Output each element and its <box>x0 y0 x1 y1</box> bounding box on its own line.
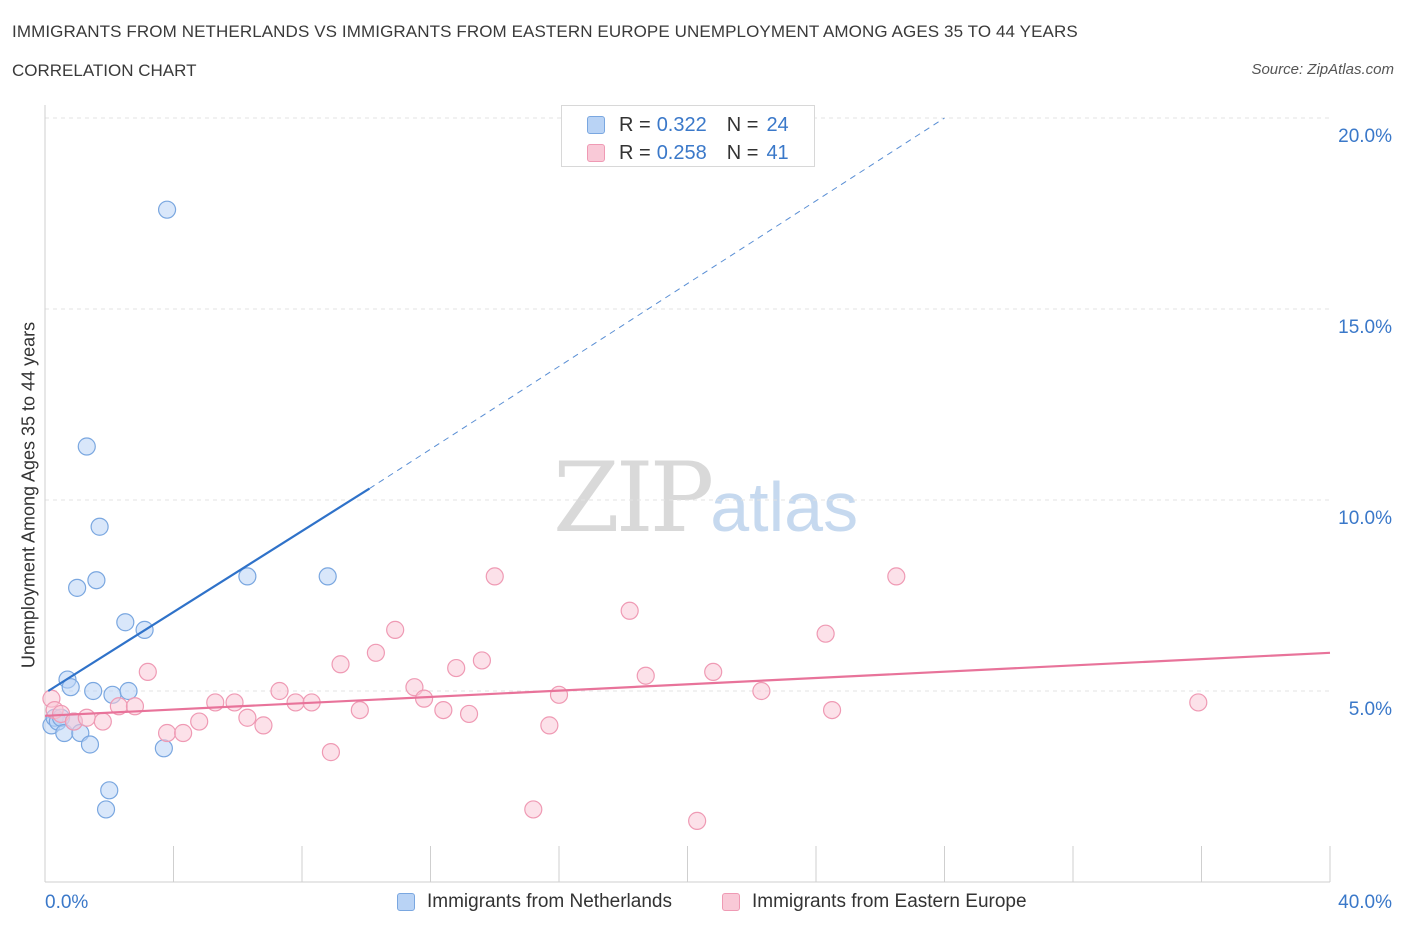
data-point-netherlands <box>84 681 103 701</box>
legend-n-value: 41 <box>766 141 789 164</box>
data-point-eastern-europe <box>225 693 244 712</box>
data-point-eastern-europe <box>816 624 835 643</box>
chart-subtitle: CORRELATION CHART <box>12 61 197 80</box>
y-axis-label: Unemployment Among Ages 35 to 44 years <box>18 321 39 669</box>
watermark-atlas: atlas <box>710 468 859 546</box>
y-tick-label: 10.0% <box>1338 508 1392 529</box>
data-point-eastern-europe <box>447 658 466 678</box>
legend-r-value: 0.258 <box>656 141 707 164</box>
data-point-eastern-europe <box>887 567 906 586</box>
data-point-eastern-europe <box>331 655 350 674</box>
data-point-netherlands <box>61 678 80 697</box>
watermark-zip: ZIP <box>553 442 714 554</box>
data-point-eastern-europe <box>472 651 491 670</box>
x-tick-label: 40.0% <box>1338 892 1392 913</box>
data-point-eastern-europe <box>350 700 369 720</box>
data-point-eastern-europe <box>270 681 289 701</box>
trend-line-netherlands <box>47 487 371 692</box>
source-credit: Source: ZipAtlas.com <box>1251 61 1394 78</box>
legend-item-eastern-europe: Immigrants from Eastern Europe <box>722 891 1027 913</box>
data-point-eastern-europe <box>414 689 434 708</box>
data-point-netherlands <box>100 781 119 800</box>
data-point-eastern-europe <box>620 601 639 620</box>
data-point-eastern-europe <box>321 743 341 762</box>
correlation-legend: R = 0.322 N = 24 R = 0.258 N = 41 <box>561 105 815 167</box>
legend-label-eastern-europe: Immigrants from Eastern Europe <box>752 891 1027 912</box>
legend-swatch-eastern-europe <box>587 144 605 162</box>
data-point-eastern-europe <box>77 708 96 727</box>
data-point-eastern-europe <box>752 681 771 701</box>
y-tick-label: 20.0% <box>1338 126 1392 147</box>
data-point-eastern-europe <box>524 800 543 819</box>
data-point-eastern-europe <box>138 662 157 682</box>
x-tick-label: 0.0% <box>45 892 88 913</box>
data-point-eastern-europe <box>93 712 112 731</box>
data-point-netherlands <box>119 681 138 701</box>
data-point-netherlands <box>87 571 106 590</box>
legend-swatch-netherlands <box>587 116 605 134</box>
legend-row-eastern-europe: R = 0.258 N = 41 <box>587 141 789 165</box>
legend-swatch-eastern-europe <box>722 893 740 911</box>
data-point-netherlands <box>96 800 116 819</box>
legend-n-label: N = <box>726 141 759 164</box>
legend-r-label: R = <box>619 141 651 164</box>
trend-line-eastern-europe <box>44 651 1331 717</box>
data-point-eastern-europe <box>157 723 177 743</box>
data-point-eastern-europe <box>549 685 569 704</box>
chart-title: IMMIGRANTS FROM NETHERLANDS VS IMMIGRANT… <box>12 22 1078 41</box>
data-point-eastern-europe <box>386 620 405 639</box>
data-point-eastern-europe <box>1189 693 1208 712</box>
y-tick-label: 5.0% <box>1349 699 1392 720</box>
data-point-eastern-europe <box>822 700 842 720</box>
series-legend: Immigrants from Netherlands Immigrants f… <box>0 889 1406 915</box>
data-point-netherlands <box>90 517 109 536</box>
data-point-eastern-europe <box>540 716 559 735</box>
watermark: ZIPatlas <box>553 442 858 554</box>
data-point-eastern-europe <box>366 643 385 662</box>
trend-line-netherlands-extension <box>369 117 945 489</box>
data-point-eastern-europe <box>459 704 479 724</box>
legend-item-netherlands: Immigrants from Netherlands <box>397 891 672 913</box>
legend-n-label: N = <box>726 113 759 136</box>
y-tick-label: 15.0% <box>1338 317 1392 338</box>
data-point-netherlands <box>68 578 87 597</box>
legend-row-netherlands: R = 0.322 N = 24 <box>587 113 789 137</box>
data-point-eastern-europe <box>636 666 655 685</box>
data-point-netherlands <box>77 437 96 456</box>
legend-n-value: 24 <box>766 113 789 136</box>
data-point-eastern-europe <box>485 567 504 586</box>
data-point-netherlands <box>116 613 135 632</box>
data-point-netherlands <box>154 739 173 758</box>
data-point-eastern-europe <box>434 700 453 720</box>
data-point-eastern-europe <box>174 723 193 743</box>
data-point-eastern-europe <box>238 708 257 727</box>
data-point-netherlands <box>238 567 257 586</box>
data-point-eastern-europe <box>254 716 273 735</box>
legend-r-label: R = <box>619 113 651 136</box>
data-point-netherlands <box>318 567 337 586</box>
legend-r-value: 0.322 <box>656 113 707 136</box>
data-point-eastern-europe <box>688 811 707 830</box>
data-point-eastern-europe <box>190 712 209 731</box>
data-point-netherlands <box>80 735 100 754</box>
legend-label-netherlands: Immigrants from Netherlands <box>427 891 672 912</box>
data-point-eastern-europe <box>704 662 723 682</box>
data-point-netherlands <box>157 200 177 219</box>
legend-swatch-netherlands <box>397 893 415 911</box>
